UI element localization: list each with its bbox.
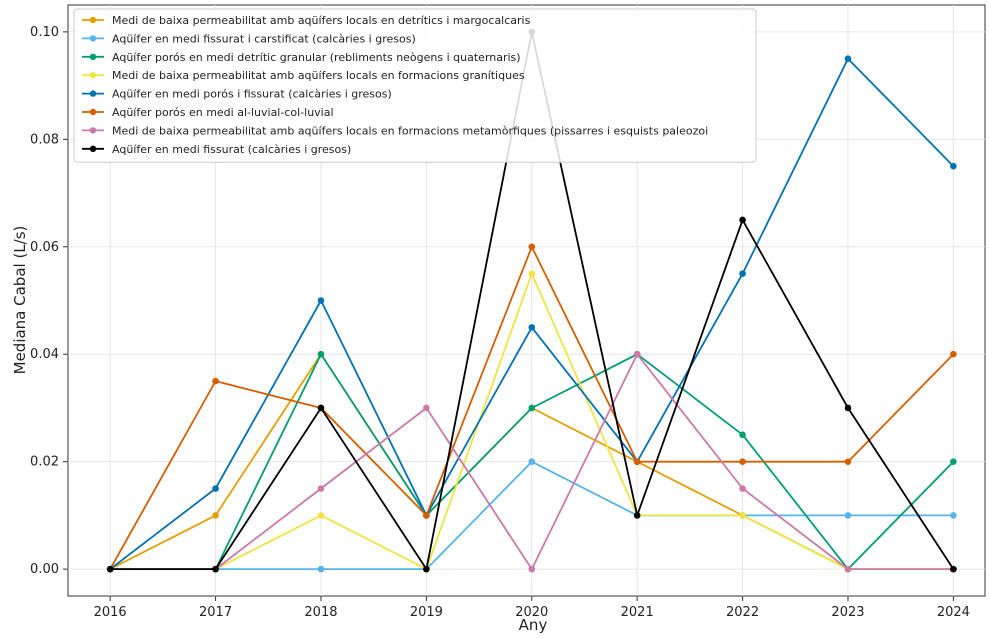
series-6 <box>106 243 957 573</box>
legend-label: Aqüífer en medi porós i fissurat (calcàr… <box>112 88 392 101</box>
legend-label: Medi de baixa permeabilitat amb aqüífers… <box>112 124 708 137</box>
legend-item: Aqüífer en medi fissurat i carstificat (… <box>82 32 416 45</box>
x-tick-label: 2017 <box>199 605 232 620</box>
x-tick-label: 2021 <box>621 605 654 620</box>
legend-swatch-marker <box>89 35 97 42</box>
x-tick-label: 2018 <box>304 605 337 620</box>
data-point <box>528 270 536 277</box>
legend: Medi de baixa permeabilitat amb aqüífers… <box>73 8 757 163</box>
legend-swatch-marker <box>89 72 97 79</box>
data-point <box>317 485 325 492</box>
legend-item: Aqüífer en medi fissurat (calcàries i gr… <box>82 143 351 156</box>
data-point <box>739 270 746 277</box>
data-point <box>212 565 219 573</box>
legend-frame <box>73 8 757 163</box>
legend-swatch-marker <box>89 145 97 152</box>
legend-swatch-marker <box>89 127 97 134</box>
data-point <box>212 485 219 492</box>
y-tick-label: 0.06 <box>30 240 59 255</box>
data-point <box>528 324 536 331</box>
data-point <box>739 512 746 519</box>
x-axis-title: Any <box>519 616 548 634</box>
y-ticks: 0.00 0.02 0.04 0.06 0.08 0.10 <box>30 25 68 577</box>
data-point <box>528 458 536 465</box>
data-point <box>950 162 957 170</box>
data-point <box>317 297 325 304</box>
data-point <box>844 512 852 519</box>
legend-item: Aqüífer porós en medi detrític granular … <box>82 51 521 64</box>
data-point <box>317 404 325 412</box>
data-point <box>317 350 325 358</box>
legend-label: Aqüífer en medi fissurat (calcàries i gr… <box>112 143 351 156</box>
y-axis-title: Mediana Cabal (L/s) <box>11 226 29 375</box>
data-point <box>423 512 430 519</box>
y-tick-label: 0.00 <box>30 562 59 577</box>
legend-label: Medi de baixa permeabilitat amb aqüífers… <box>112 69 525 82</box>
x-tick-label: 2022 <box>726 605 759 620</box>
data-point <box>212 377 219 385</box>
legend-label: Aqüífer porós en medi detrític granular … <box>112 51 521 64</box>
x-tick-label: 2020 <box>515 605 548 620</box>
data-point <box>844 565 852 573</box>
legend-item: Medi de baixa permeabilitat amb aqüífers… <box>82 14 531 27</box>
data-point <box>317 565 325 573</box>
data-point <box>528 243 536 251</box>
data-point <box>528 404 536 412</box>
data-point <box>106 565 114 573</box>
data-point <box>844 458 852 465</box>
data-point <box>528 565 536 573</box>
data-point <box>317 512 325 519</box>
data-point <box>950 350 957 358</box>
y-tick-label: 0.04 <box>30 347 59 362</box>
legend-item: Medi de baixa permeabilitat amb aqüífers… <box>82 69 525 82</box>
x-tick-label: 2024 <box>937 605 970 620</box>
legend-swatch-marker <box>89 16 97 24</box>
data-point <box>633 458 641 465</box>
data-point <box>950 512 957 519</box>
y-tick-label: 0.10 <box>30 25 59 40</box>
data-point <box>739 458 746 465</box>
data-point <box>844 55 852 63</box>
legend-label: Medi de baixa permeabilitat amb aqüífers… <box>112 14 531 27</box>
legend-label: Aqüífer en medi fissurat i carstificat (… <box>112 32 416 45</box>
data-point <box>423 565 430 573</box>
data-point <box>212 512 219 519</box>
data-point <box>950 565 957 573</box>
legend-item: Aqüífer porós en medi al-luvial-col-luvi… <box>82 106 334 119</box>
x-tick-label: 2023 <box>831 605 864 620</box>
legend-swatch-marker <box>89 53 97 60</box>
y-tick-label: 0.08 <box>30 132 59 147</box>
data-point <box>423 404 430 412</box>
series-layer <box>106 28 957 573</box>
x-tick-label: 2019 <box>410 605 443 620</box>
x-tick-label: 2016 <box>94 605 127 620</box>
data-point <box>739 431 746 439</box>
data-point <box>739 485 746 492</box>
y-tick-label: 0.02 <box>30 455 59 470</box>
data-point <box>844 404 852 412</box>
legend-swatch-marker <box>89 90 97 97</box>
legend-item: Medi de baixa permeabilitat amb aqüífers… <box>82 124 708 137</box>
data-point <box>950 458 957 465</box>
legend-item: Aqüífer en medi porós i fissurat (calcàr… <box>82 88 392 101</box>
legend-swatch-marker <box>89 108 97 116</box>
data-point <box>633 512 641 519</box>
data-point <box>633 350 641 358</box>
data-point <box>739 216 746 224</box>
x-ticks: 2016 2017 2018 2019 2020 2021 2022 2023 2024 <box>94 596 970 620</box>
legend-label: Aqüífer porós en medi al-luvial-col-luvi… <box>112 106 334 119</box>
